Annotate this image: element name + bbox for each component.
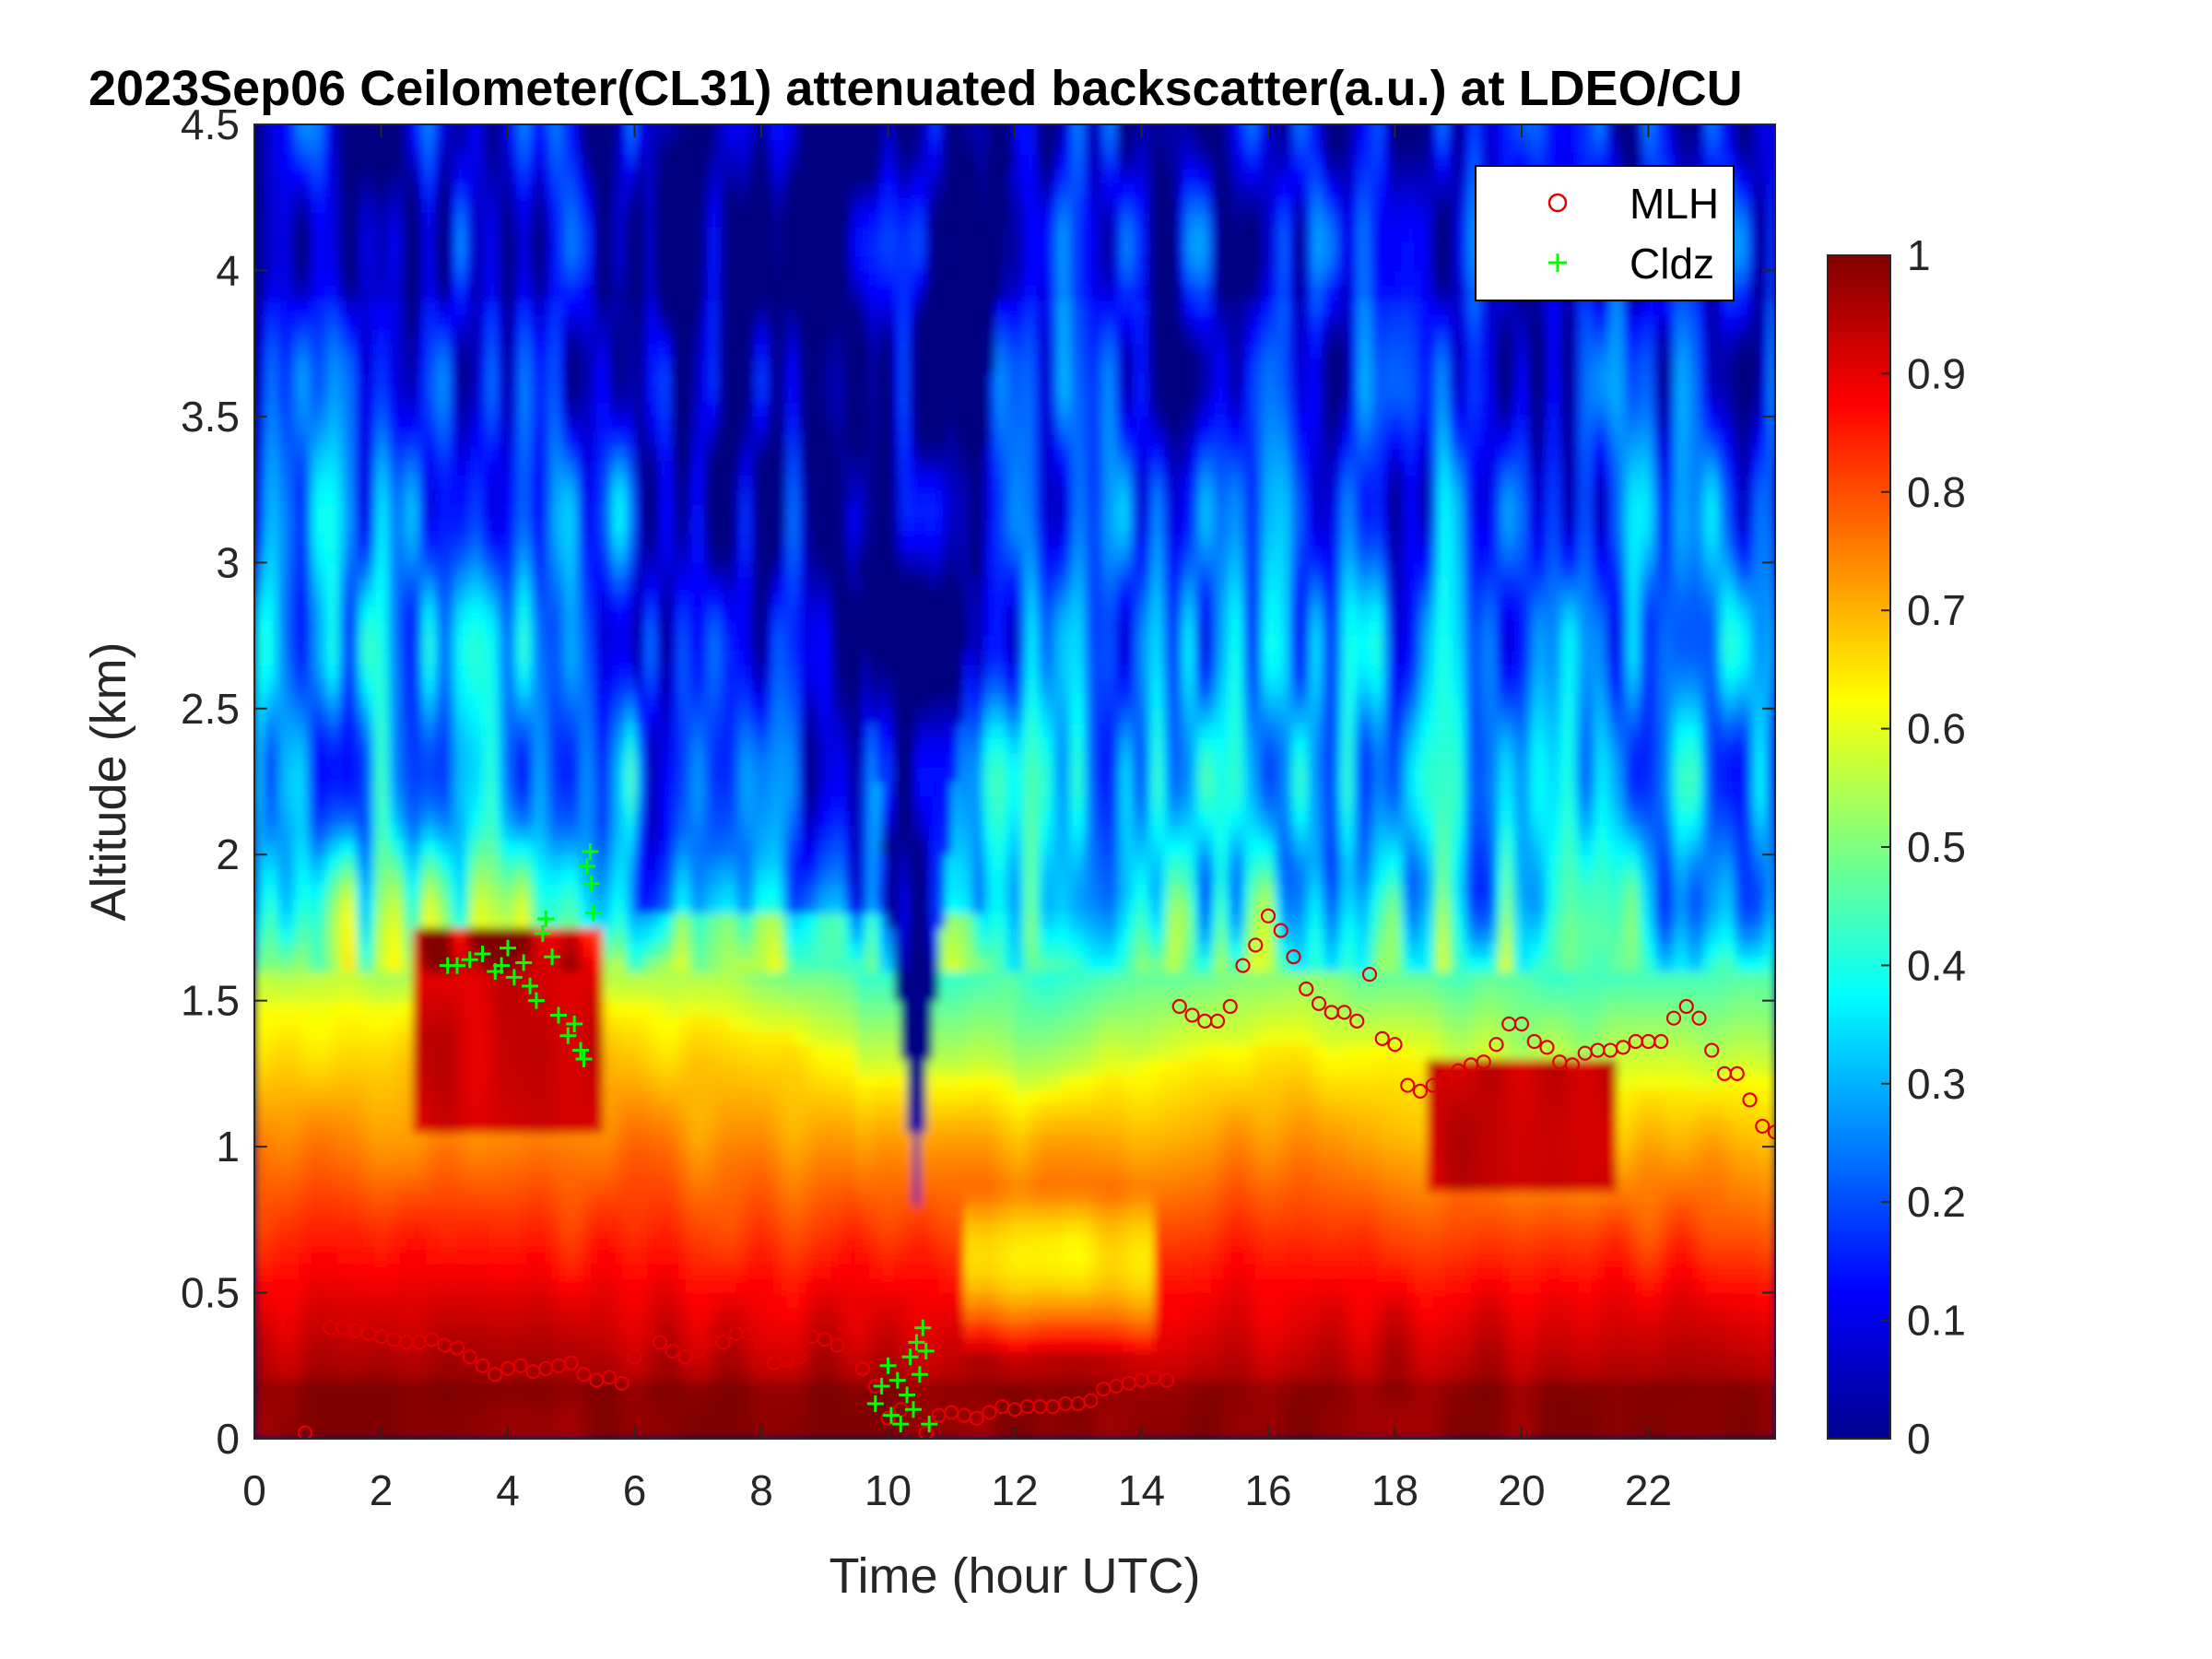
colorbar-tick-label: 0.2 [1907, 1178, 1966, 1226]
legend-cldz-label: Cldz [1630, 240, 1714, 288]
colorbar-gradient [1828, 255, 1890, 1439]
x-tick-label: 22 [1625, 1466, 1672, 1514]
x-tick-label: 18 [1371, 1466, 1418, 1514]
backscatter-heatmap [254, 110, 1776, 1440]
x-tick-label: 10 [865, 1466, 912, 1514]
colorbar-tick-label: 0.5 [1907, 823, 1966, 871]
colorbar-tick-label: 0.6 [1907, 705, 1966, 753]
y-tick-label: 4 [216, 246, 240, 294]
mlh-marker [1806, 1108, 1819, 1121]
y-tick-label: 0.5 [181, 1269, 240, 1317]
y-tick-label: 3.5 [181, 393, 240, 441]
mlh-marker [1782, 1090, 1794, 1103]
colorbar-tick-label: 0.7 [1907, 586, 1966, 634]
x-tick-label: 16 [1244, 1466, 1291, 1514]
chart-title: 2023Sep06 Ceilometer(CL31) attenuated ba… [88, 61, 1743, 116]
y-axis-label: Altitude (km) [81, 641, 136, 921]
x-tick-label: 0 [242, 1466, 266, 1514]
legend-mlh-label: MLH [1630, 180, 1719, 228]
colorbar-tick-label: 0.8 [1907, 468, 1966, 516]
colorbar-tick-label: 0.1 [1907, 1297, 1966, 1345]
x-tick-label: 12 [991, 1466, 1038, 1514]
y-tick-label: 2.5 [181, 685, 240, 733]
y-tick-label: 1 [216, 1123, 240, 1171]
x-axis-label: Time (hour UTC) [829, 1548, 1200, 1604]
colorbar-tick-label: 0.4 [1907, 941, 1966, 989]
x-tick-label: 2 [370, 1466, 394, 1514]
x-tick-label: 20 [1498, 1466, 1545, 1514]
colorbar: 0 0.1 0.2 0.3 0.4 0.5 0.6 0.7 0.8 0.9 1 [1828, 231, 1966, 1463]
y-tick-label: 0 [216, 1415, 240, 1463]
x-tick-label: 8 [749, 1466, 773, 1514]
colorbar-tick-label: 0.3 [1907, 1060, 1966, 1108]
colorbar-ticks: 0 0.1 0.2 0.3 0.4 0.5 0.6 0.7 0.8 0.9 1 [1881, 231, 1966, 1463]
colorbar-tick-label: 0 [1907, 1415, 1931, 1463]
colorbar-tick-label: 1 [1907, 231, 1931, 279]
x-tick-label: 14 [1118, 1466, 1165, 1514]
y-tick-label: 2 [216, 830, 240, 878]
mlh-marker [1794, 1097, 1807, 1110]
colorbar-tick-label: 0.9 [1907, 349, 1966, 397]
y-tick-label: 1.5 [181, 977, 240, 1025]
x-tick-label: 4 [496, 1466, 520, 1514]
legend: MLH Cldz [1476, 166, 1734, 300]
y-tick-label: 4.5 [181, 100, 240, 148]
x-tick-label: 6 [623, 1466, 647, 1514]
y-tick-label: 3 [216, 538, 240, 586]
